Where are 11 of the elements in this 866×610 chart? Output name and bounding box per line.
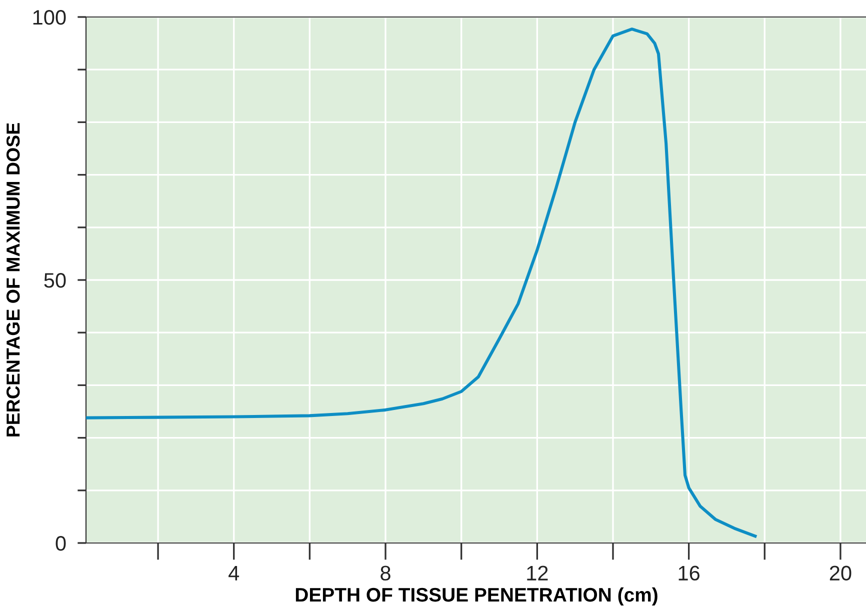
y-tick-label: 50 xyxy=(44,273,66,288)
y-tick-label: 100 xyxy=(33,10,66,25)
x-axis-title: DEPTH OF TISSUE PENETRATION (cm) xyxy=(296,587,658,606)
y-tick-label: 0 xyxy=(56,536,66,551)
x-tick-label: 20 xyxy=(830,566,852,581)
line-series xyxy=(86,28,757,538)
x-tick-label: 8 xyxy=(380,566,390,581)
x-tick-label: 4 xyxy=(228,566,240,580)
y-axis-title: PERCENTAGE OF MAXIMUM DOSE xyxy=(6,123,20,436)
x-tick-label: 16 xyxy=(678,566,700,581)
x-tick-label: 12 xyxy=(527,566,548,580)
